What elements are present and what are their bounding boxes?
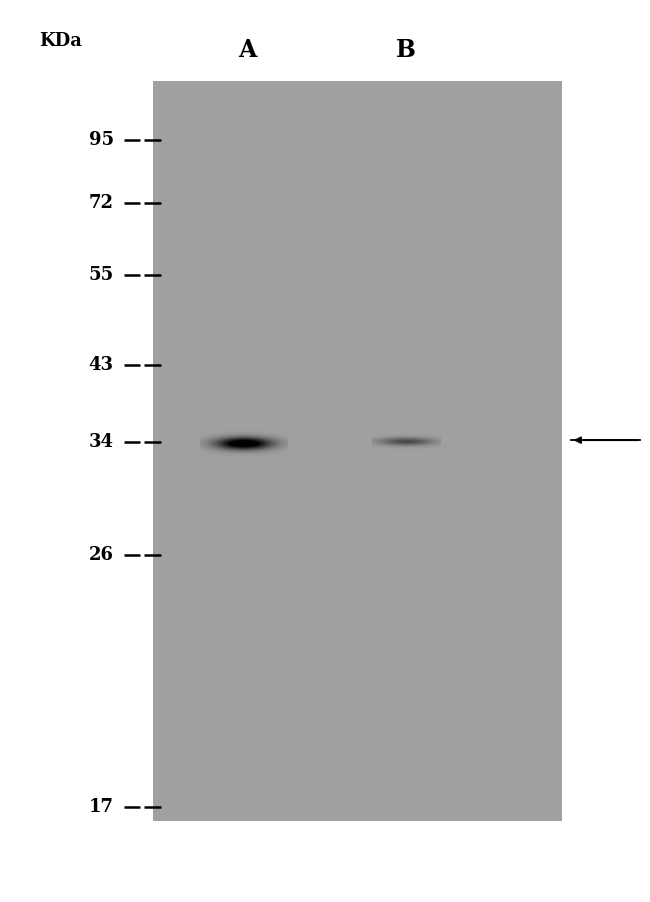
Text: 72: 72 <box>89 194 114 212</box>
Text: 34: 34 <box>89 433 114 451</box>
Text: 26: 26 <box>89 546 114 564</box>
Text: 95: 95 <box>88 131 114 149</box>
Bar <box>153 81 562 821</box>
Text: A: A <box>238 38 256 61</box>
Text: 17: 17 <box>89 798 114 816</box>
Text: KDa: KDa <box>39 32 82 50</box>
Text: 43: 43 <box>89 356 114 374</box>
Text: B: B <box>396 38 416 61</box>
Text: 55: 55 <box>88 266 114 284</box>
